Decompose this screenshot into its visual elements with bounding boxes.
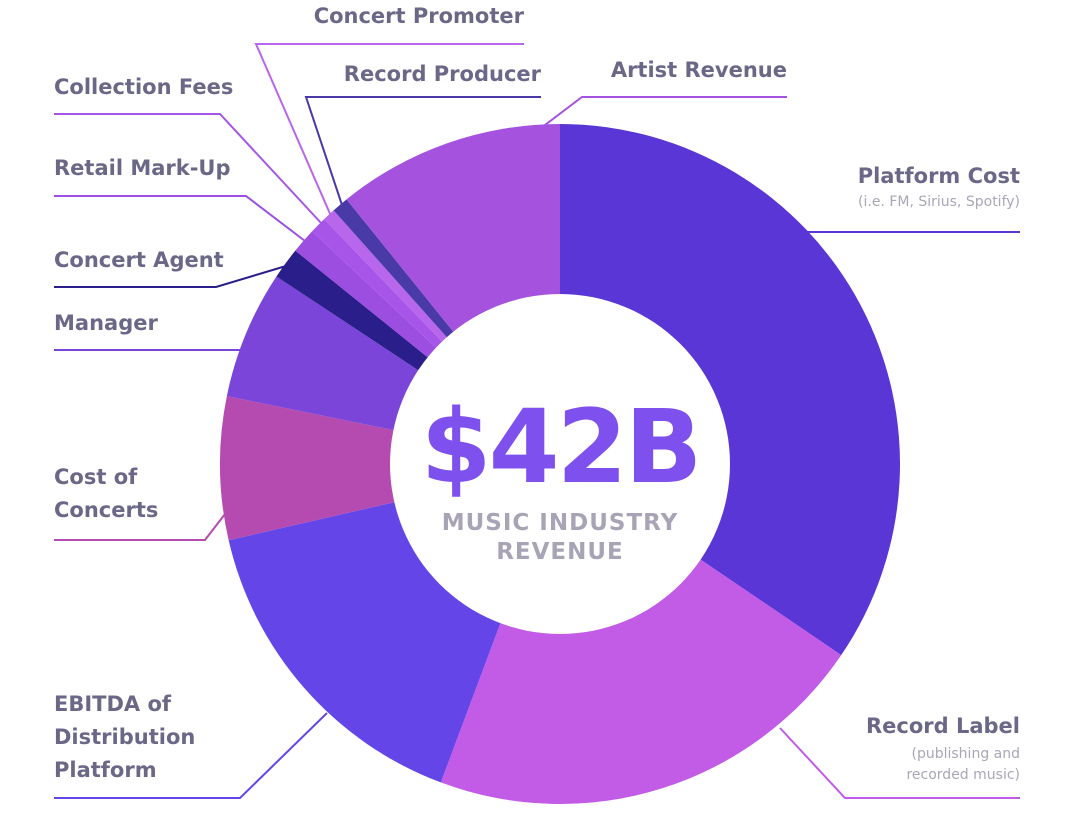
donut-hole <box>390 294 730 634</box>
label-group: Platform Cost (i.e. FM, Sirius, Spotify) R… <box>54 4 1020 783</box>
leader-line-record-label <box>779 727 1020 799</box>
slice-cost-of-concerts <box>220 396 560 541</box>
label-platform-cost: Platform Cost <box>858 164 1020 188</box>
label-ebitda-of-distribution-platform-line-2: Distribution <box>54 725 195 749</box>
leader-line-ebitda-of-distribution-platform <box>54 712 328 799</box>
center-caption-line-1: MUSIC INDUSTRY <box>442 510 679 536</box>
total-value: $42B <box>421 388 700 507</box>
label-record-label: Record Label <box>866 714 1020 738</box>
label-ebitda-of-distribution-platform-line-1: EBITDA of <box>54 692 172 716</box>
label-retail-mark-up: Retail Mark-Up <box>54 156 231 180</box>
center-caption-line-2: REVENUE <box>496 539 624 565</box>
label-concert-promoter: Concert Promoter <box>314 4 525 28</box>
label-platform-cost-note: (i.e. FM, Sirius, Spotify) <box>858 194 1020 210</box>
label-artist-revenue: Artist Revenue <box>611 58 787 82</box>
label-collection-fees: Collection Fees <box>54 75 233 99</box>
label-cost-of-concerts-line-2: Concerts <box>54 498 158 522</box>
leader-line-retail-mark-up <box>54 195 306 242</box>
label-cost-of-concerts-line-1: Cost of <box>54 465 138 489</box>
leader-line-concert-promoter <box>254 43 524 217</box>
label-record-label-note-line-1: (publishing and <box>912 746 1021 762</box>
leader-line-cost-of-concerts <box>54 513 226 541</box>
leader-line-collection-fees <box>54 113 323 225</box>
leader-line-artist-revenue <box>540 96 787 129</box>
label-record-producer: Record Producer <box>344 62 542 86</box>
leader-line-concert-agent <box>54 265 287 288</box>
label-manager: Manager <box>54 311 158 335</box>
label-concert-agent: Concert Agent <box>54 248 224 272</box>
label-record-label-note-line-2: recorded music) <box>906 767 1020 783</box>
slice-platform-cost <box>560 123 901 656</box>
leader-line-record-producer <box>304 96 541 206</box>
leader-line-group <box>54 43 1020 799</box>
label-ebitda-of-distribution-platform-line-3: Platform <box>54 758 157 782</box>
